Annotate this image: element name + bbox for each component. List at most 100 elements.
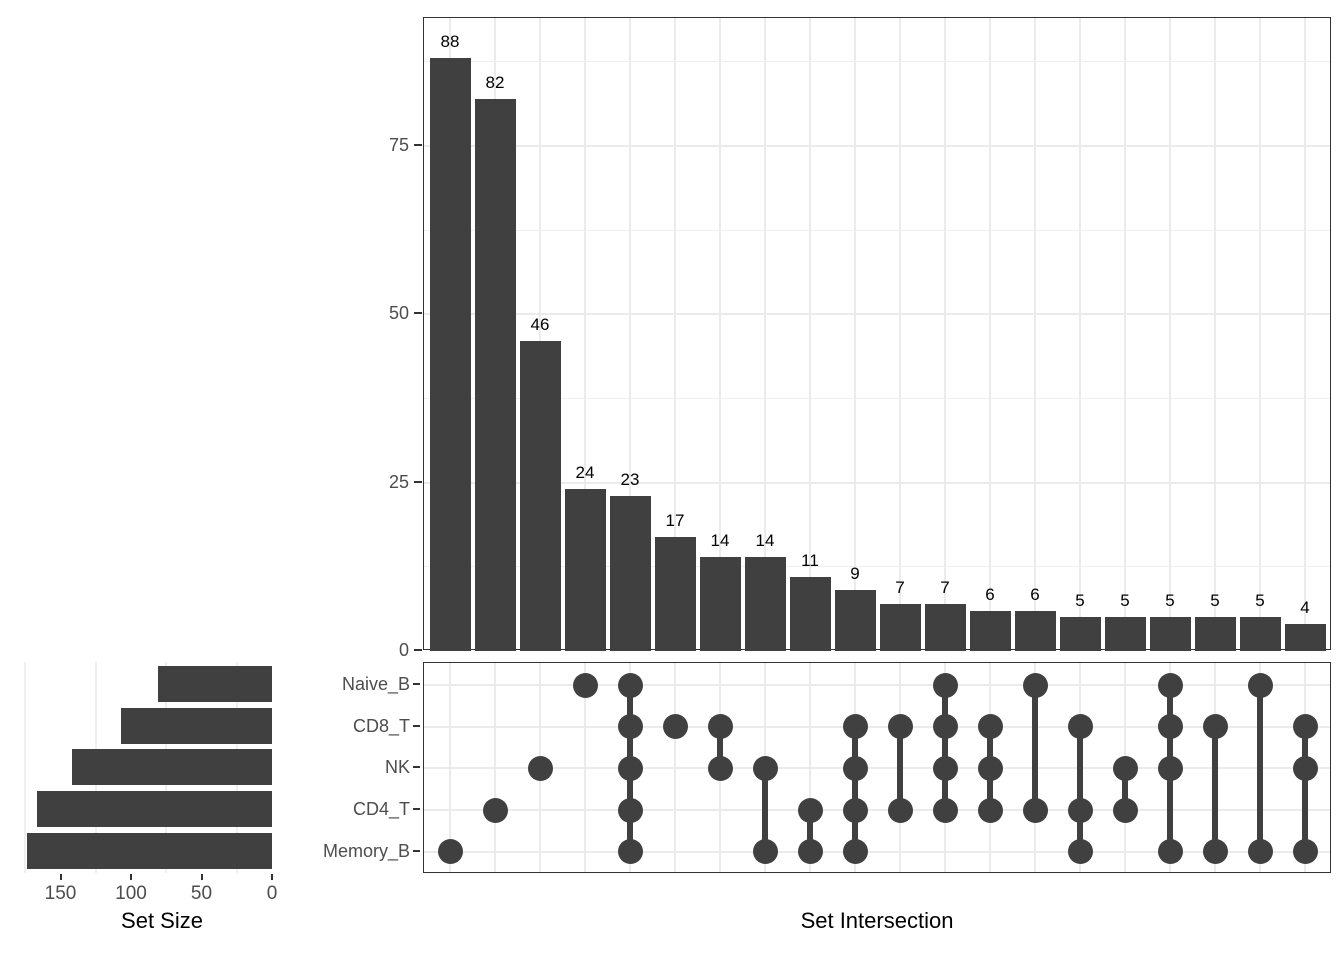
- matrix-dot: [437, 839, 463, 865]
- gridline-vertical: [854, 18, 856, 649]
- gridline-major: [424, 481, 1330, 484]
- matrix-dot: [932, 672, 958, 698]
- set-size-axis-title: Set Size: [121, 908, 203, 933]
- gridline-horizontal: [424, 725, 1330, 728]
- matrix-dot: [1157, 839, 1183, 865]
- matrix-connector: [1211, 726, 1219, 852]
- matrix-dot: [842, 755, 868, 781]
- gridline-vertical: [764, 18, 766, 649]
- matrix-dot: [1247, 672, 1273, 698]
- set-size-tick-label: 0: [266, 883, 278, 904]
- set-row-label: Memory_B: [322, 840, 410, 861]
- bar-value-label: 14: [710, 530, 730, 550]
- matrix-dot: [1112, 797, 1138, 823]
- bar-value-label: 7: [940, 577, 950, 597]
- combination-matrix-panel: [423, 662, 1331, 873]
- set-row-tick: [413, 808, 420, 811]
- matrix-dot: [887, 797, 913, 823]
- set-size-tick: [271, 874, 273, 880]
- gridline-minor: [424, 397, 1330, 399]
- matrix-dot: [572, 672, 598, 698]
- set-row-label: CD8_T: [352, 715, 410, 736]
- gridline-vertical: [584, 18, 586, 649]
- matrix-dot: [662, 714, 688, 740]
- intersection-bar: [699, 556, 741, 651]
- bar-value-label: 6: [1030, 584, 1040, 604]
- matrix-dot: [842, 714, 868, 740]
- matrix-dot: [1067, 839, 1093, 865]
- matrix-connector: [1031, 685, 1039, 811]
- set-row-tick: [413, 766, 420, 769]
- gridline-minor: [424, 61, 1330, 63]
- intersection-bar: [834, 590, 876, 651]
- matrix-dot: [617, 839, 643, 865]
- gridline-vertical: [809, 18, 811, 649]
- y-axis-tick-label: 75: [388, 134, 409, 155]
- matrix-connector: [941, 685, 949, 811]
- gridline-minor: [424, 229, 1330, 231]
- matrix-dot: [1112, 755, 1138, 781]
- gridline-horizontal: [424, 767, 1330, 770]
- intersection-bar: [519, 341, 561, 651]
- gridline-vertical: [1169, 18, 1171, 649]
- matrix-dot: [1292, 839, 1318, 865]
- gridline-major: [424, 144, 1330, 147]
- matrix-dot: [797, 839, 823, 865]
- bar-value-label: 23: [620, 470, 640, 490]
- intersection-bar: [789, 576, 831, 651]
- matrix-dot: [887, 714, 913, 740]
- matrix-dot: [1247, 839, 1273, 865]
- matrix-dot: [617, 714, 643, 740]
- matrix-dot: [1157, 714, 1183, 740]
- gridline-vertical: [899, 18, 901, 649]
- gridline-vertical: [539, 18, 541, 649]
- set-size-tick-label: 50: [190, 883, 213, 904]
- matrix-dot: [1157, 755, 1183, 781]
- set-size-bar: [36, 791, 272, 828]
- gridline-vertical: [1034, 18, 1036, 649]
- matrix-dot: [1292, 755, 1318, 781]
- set-size-bar: [26, 832, 272, 869]
- matrix-dot: [707, 714, 733, 740]
- intersection-bar: [564, 489, 606, 651]
- bar-value-label: 9: [850, 564, 860, 584]
- matrix-connector: [1301, 726, 1309, 852]
- matrix-dot: [1202, 839, 1228, 865]
- intersection-bar: [1239, 617, 1281, 651]
- y-axis-tick-label: 25: [388, 471, 409, 492]
- y-axis-tick: [414, 649, 422, 651]
- matrix-dot: [932, 714, 958, 740]
- gridline-vertical: [674, 18, 676, 649]
- set-size-tick: [130, 874, 132, 880]
- matrix-dot: [752, 755, 778, 781]
- intersection-bar: [609, 496, 651, 651]
- y-axis-tick: [414, 143, 422, 146]
- matrix-dot: [1292, 714, 1318, 740]
- set-row-tick: [413, 683, 420, 685]
- bar-value-label: 5: [1210, 591, 1220, 611]
- set-row-tick: [413, 724, 420, 727]
- set-size-tick: [59, 874, 62, 880]
- intersection-bar: [429, 58, 471, 651]
- gridline-vertical: [989, 18, 991, 649]
- matrix-dot: [1157, 672, 1183, 698]
- intersection-bar: [924, 603, 966, 651]
- gridline-vertical: [944, 18, 946, 649]
- gridline-vertical: [1304, 18, 1306, 649]
- y-axis-tick: [414, 312, 422, 315]
- matrix-dot: [977, 755, 1003, 781]
- bar-value-label: 6: [985, 584, 995, 604]
- matrix-dot: [842, 839, 868, 865]
- bar-value-label: 5: [1255, 591, 1265, 611]
- intersection-bar: [474, 98, 516, 651]
- intersection-bar: [879, 603, 921, 651]
- bar-value-label: 11: [801, 550, 819, 570]
- gridline-vertical: [629, 18, 631, 649]
- matrix-dot: [1202, 714, 1228, 740]
- gridline-vertical: [719, 18, 721, 649]
- gridline-major: [424, 313, 1330, 316]
- gridline-minor: [24, 662, 27, 873]
- matrix-dot: [707, 755, 733, 781]
- intersection-bar: [969, 610, 1011, 651]
- gridline-vertical: [1214, 18, 1216, 649]
